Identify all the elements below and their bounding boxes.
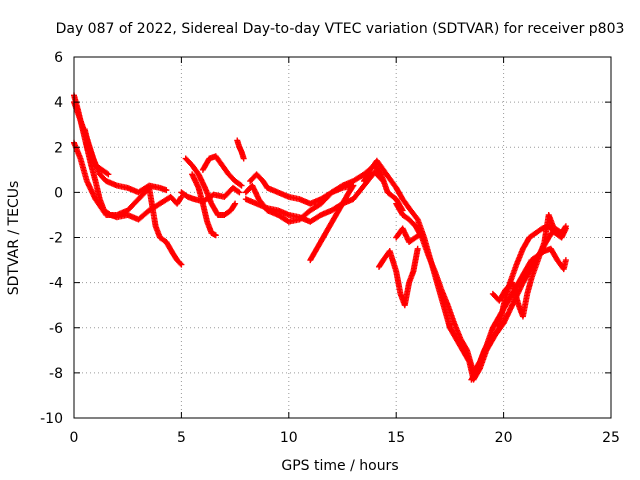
data-point [231, 201, 238, 208]
data-point [177, 195, 184, 202]
chart-title: Day 087 of 2022, Sidereal Day-to-day VTE… [56, 21, 625, 37]
series-trace-d [81, 126, 112, 178]
data-point [562, 224, 569, 231]
data-point [212, 232, 219, 239]
x-tick-label: 15 [387, 430, 405, 446]
series-trace-f [182, 155, 239, 218]
y-tick-label: -10 [40, 411, 63, 427]
x-tick-label: 10 [280, 430, 298, 446]
data-point [240, 155, 247, 162]
x-tick-label: 5 [177, 430, 186, 446]
axis-ticks: 0 5 10 15 20 25 -10 -8 -6 -4 -2 0 2 4 6 [40, 50, 620, 446]
data-points [71, 92, 569, 383]
y-tick-label: 0 [54, 185, 63, 201]
x-tick-label: 25 [602, 430, 620, 446]
data-point [177, 260, 184, 267]
data-point [232, 200, 239, 207]
series-trace-p [376, 245, 421, 309]
data-point [178, 261, 185, 268]
data-point [163, 187, 170, 194]
data-point [105, 171, 112, 178]
y-tick-label: -6 [49, 321, 63, 337]
data-point [562, 223, 569, 230]
y-axis-label: SDTVAR / TECUs [6, 181, 22, 296]
data-point [562, 257, 569, 264]
data-point [235, 188, 242, 195]
series-trace-i [234, 137, 247, 162]
x-axis-label: GPS time / hours [281, 458, 398, 474]
data-point [104, 170, 111, 177]
y-tick-label: -2 [49, 231, 63, 247]
y-tick-label: 2 [54, 140, 63, 156]
x-tick-label: 20 [495, 430, 513, 446]
data-point [463, 346, 470, 353]
data-point [238, 182, 245, 189]
series-trace-m [307, 182, 357, 264]
data-point [237, 181, 244, 188]
data-point [474, 366, 481, 373]
data-point [236, 189, 243, 196]
x-tick-label: 0 [70, 430, 79, 446]
series-trace-c [71, 139, 185, 268]
data-point [550, 223, 557, 230]
series-trace-k [247, 171, 357, 207]
series-trace-a [71, 92, 185, 223]
series-trace-g [189, 171, 219, 239]
data-point [418, 229, 425, 236]
data-point [349, 183, 356, 190]
data-point [379, 176, 386, 183]
y-tick-label: -8 [49, 366, 63, 382]
series-trace-l [242, 169, 387, 225]
series-trace-s [489, 211, 557, 320]
grid-lines [74, 57, 611, 418]
series-trace-h [199, 153, 245, 189]
data-point [417, 230, 424, 237]
y-tick-label: -4 [49, 276, 63, 292]
y-tick-label: 6 [54, 50, 63, 66]
y-tick-label: 4 [54, 95, 63, 111]
data-point [350, 182, 357, 189]
series-trace-q [393, 225, 425, 246]
data-point [380, 178, 387, 185]
data-point [414, 245, 421, 252]
